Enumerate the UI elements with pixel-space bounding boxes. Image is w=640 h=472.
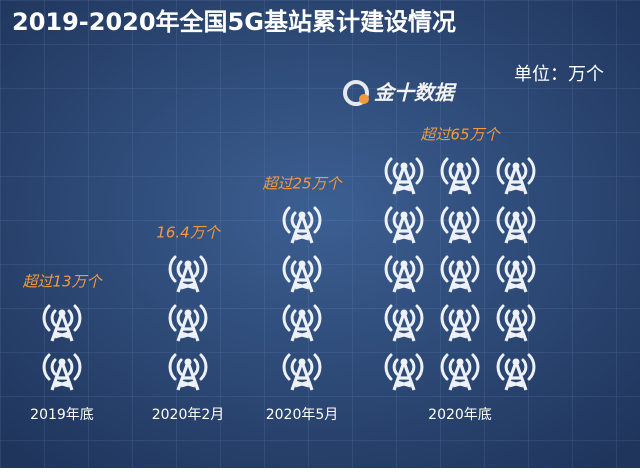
logo: 金十数据 (343, 80, 457, 106)
unit-label: 单位：万个 (514, 64, 604, 85)
x-tick-label: 2020年5月 (266, 407, 339, 423)
value-label: 超过13万个 (22, 273, 103, 291)
x-tick-label: 2019年底 (30, 407, 94, 423)
value-label: 超过65万个 (420, 126, 501, 144)
value-label: 超过25万个 (262, 175, 343, 193)
chart-title: 2019-2020年全国5G基站累计建设情况 (12, 8, 456, 36)
source-label: 金十数据 (374, 81, 457, 105)
value-label: 16.4万个 (156, 224, 221, 242)
x-tick-label: 2020年底 (428, 407, 492, 423)
plot: 超过13万个 2019年底 16.4万个 2020年2月 超过25万个 2020年5月 超过… (22, 126, 536, 423)
x-tick-label: 2020年2月 (152, 407, 225, 423)
